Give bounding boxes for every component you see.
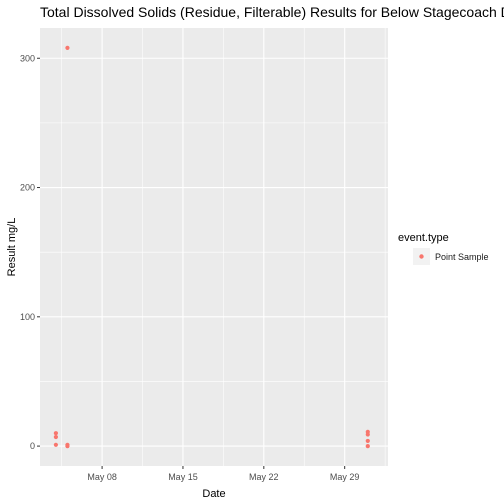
data-point	[53, 431, 58, 436]
plot-panel	[40, 28, 388, 466]
grid-major	[40, 28, 388, 466]
y-axis: 0 100 200 300	[20, 53, 40, 451]
y-axis-label: Result mg/L	[6, 218, 18, 277]
x-tick-label: May 29	[330, 472, 360, 482]
grid-minor	[40, 28, 388, 466]
data-point	[53, 434, 58, 440]
y-tick-label: 0	[30, 441, 35, 451]
y-tick-label: 200	[20, 183, 35, 193]
legend-title: event.type	[398, 232, 449, 244]
data-point	[65, 45, 70, 51]
data-point	[365, 438, 370, 444]
x-axis: May 08 May 15 May 22 May 29	[87, 466, 359, 482]
x-axis-label: Date	[202, 488, 225, 500]
data-point	[53, 442, 58, 447]
legend-label-point-sample: Point Sample	[435, 252, 489, 262]
x-tick-label: May 22	[249, 472, 279, 482]
y-tick-label: 300	[20, 53, 35, 63]
data-point	[65, 443, 70, 449]
data-point	[365, 443, 370, 449]
x-tick-label: May 15	[168, 472, 198, 482]
x-tick-label: May 08	[87, 472, 117, 482]
data-point	[365, 432, 370, 437]
chart-title: Total Dissolved Solids (Residue, Filtera…	[40, 4, 504, 20]
y-tick-label: 100	[20, 312, 35, 322]
data-points	[53, 45, 370, 449]
legend-key-point	[419, 254, 424, 259]
legend: event.type Point Sample	[398, 232, 489, 265]
